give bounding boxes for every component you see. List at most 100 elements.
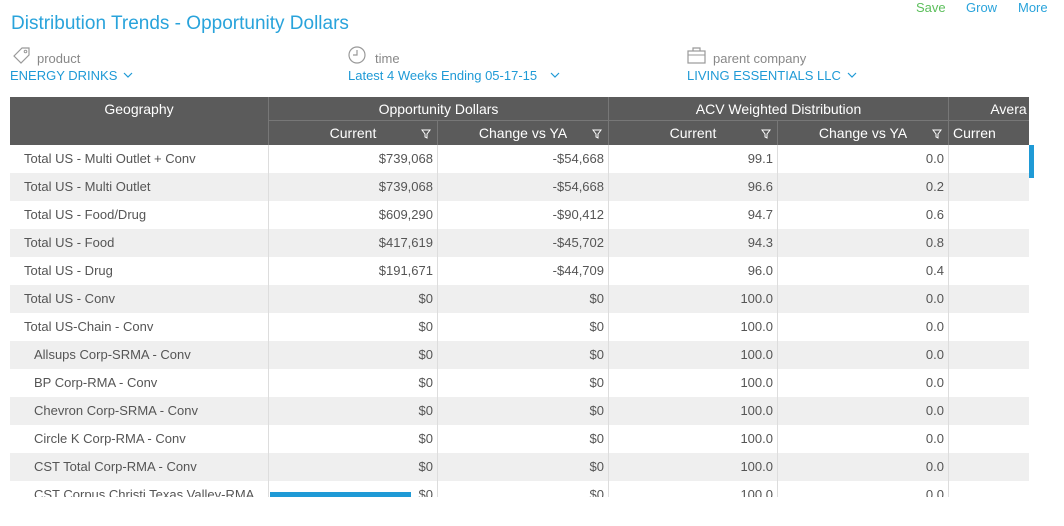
more-link[interactable]: More <box>1018 0 1048 15</box>
value-cell: $0 <box>269 369 438 397</box>
filter-value[interactable]: ENERGY DRINKS <box>10 68 118 83</box>
row-background <box>10 145 1029 173</box>
value-cell: $0 <box>438 453 609 481</box>
filter-label: time <box>375 51 400 66</box>
filter-icon[interactable] <box>592 129 602 139</box>
save-link[interactable]: Save <box>916 0 946 15</box>
value-cell: 0.0 <box>778 341 949 369</box>
value-cell: $0 <box>438 313 609 341</box>
row-background <box>10 453 1029 481</box>
subcolumn-header[interactable]: Change vs YA <box>778 121 949 145</box>
value-cell: $0 <box>269 397 438 425</box>
filter-value[interactable]: Latest 4 Weeks Ending 05-17-15 <box>348 68 538 83</box>
value-cell: 94.7 <box>609 201 778 229</box>
geography-cell: Total US - Multi Outlet + Conv <box>10 145 269 173</box>
value-cell: 100.0 <box>609 341 778 369</box>
value-cell: $0 <box>269 285 438 313</box>
group-header: ACV Weighted Distribution <box>609 97 949 121</box>
geography-cell: Total US - Food <box>10 229 269 257</box>
row-background <box>10 201 1029 229</box>
row-background <box>10 397 1029 425</box>
value-cell: 100.0 <box>609 453 778 481</box>
value-cell: 96.0 <box>609 257 778 285</box>
value-cell: 0.8 <box>778 229 949 257</box>
subcolumn-header[interactable]: Current <box>609 121 778 145</box>
value-cell: 0.0 <box>778 145 949 173</box>
geography-cell: Circle K Corp-RMA - Conv <box>10 425 269 453</box>
row-background <box>10 313 1029 341</box>
row-background <box>10 173 1029 201</box>
geography-cell: Chevron Corp-SRMA - Conv <box>10 397 269 425</box>
grow-link[interactable]: Grow <box>966 0 998 15</box>
value-cell: 0.0 <box>778 453 949 481</box>
tag-icon <box>13 47 30 64</box>
group-header: Opportunity Dollars <box>269 97 609 121</box>
value-cell: $0 <box>438 425 609 453</box>
value-cell: $191,671 <box>269 257 438 285</box>
value-cell: $739,068 <box>269 173 438 201</box>
row-background <box>10 285 1029 313</box>
row-background <box>10 229 1029 257</box>
filter-icon[interactable] <box>421 129 431 139</box>
value-cell: 99.1 <box>609 145 778 173</box>
geography-cell: Total US - Drug <box>10 257 269 285</box>
value-cell: 0.0 <box>778 397 949 425</box>
subcolumn-header[interactable]: Current <box>269 121 438 145</box>
row-background <box>10 369 1029 397</box>
value-cell: 0.4 <box>778 257 949 285</box>
filter-icon[interactable] <box>932 129 942 139</box>
value-cell: $0 <box>269 341 438 369</box>
value-cell: 100.0 <box>609 369 778 397</box>
value-cell: 0.0 <box>778 425 949 453</box>
value-cell: $609,290 <box>269 201 438 229</box>
row-background <box>10 425 1029 453</box>
clock-icon <box>348 46 366 64</box>
group-header: Avera <box>949 97 1029 121</box>
value-cell: 0.0 <box>778 369 949 397</box>
value-cell: 100.0 <box>609 481 778 497</box>
value-cell: $0 <box>269 453 438 481</box>
geography-cell: Allsups Corp-SRMA - Conv <box>10 341 269 369</box>
geography-cell: Total US - Conv <box>10 285 269 313</box>
value-cell: $0 <box>269 481 438 497</box>
row-background <box>10 481 1029 497</box>
value-cell: 0.0 <box>778 285 949 313</box>
value-cell: 0.6 <box>778 201 949 229</box>
value-cell: -$45,702 <box>438 229 609 257</box>
filter-label: parent company <box>713 51 807 66</box>
filter-value[interactable]: LIVING ESSENTIALS LLC <box>687 68 841 83</box>
geography-cell: Total US - Multi Outlet <box>10 173 269 201</box>
vertical-scrollbar[interactable] <box>1029 145 1034 178</box>
subcolumn-header[interactable]: Curren <box>949 121 1029 145</box>
horizontal-scrollbar[interactable] <box>270 492 411 497</box>
value-cell: $0 <box>438 341 609 369</box>
page-title: Distribution Trends - Opportunity Dollar… <box>11 13 349 34</box>
value-cell: $739,068 <box>269 145 438 173</box>
value-cell: $0 <box>269 313 438 341</box>
geography-cell: CST Corpus Christi Texas Valley-RMA <box>10 481 269 497</box>
chevron <box>550 72 560 78</box>
filter-icon[interactable] <box>761 129 771 139</box>
value-cell: 100.0 <box>609 425 778 453</box>
column-header: Geography <box>10 97 269 145</box>
geography-cell: BP Corp-RMA - Conv <box>10 369 269 397</box>
value-cell: 0.0 <box>778 481 949 497</box>
value-cell: $0 <box>438 285 609 313</box>
value-cell: 0.0 <box>778 313 949 341</box>
value-cell: 100.0 <box>609 285 778 313</box>
row-background <box>10 341 1029 369</box>
chevron <box>123 72 133 78</box>
data-table: Geography Opportunity Dollars ACV Weighted… <box>10 97 1029 497</box>
value-cell: $0 <box>438 369 609 397</box>
filter-label: product <box>37 51 81 66</box>
subcolumn-header[interactable]: Change vs YA <box>438 121 609 145</box>
value-cell: 94.3 <box>609 229 778 257</box>
value-cell: -$54,668 <box>438 173 609 201</box>
value-cell: 100.0 <box>609 313 778 341</box>
geography-cell: CST Total Corp-RMA - Conv <box>10 453 269 481</box>
geography-cell: Total US-Chain - Conv <box>10 313 269 341</box>
value-cell: $0 <box>438 397 609 425</box>
value-cell: 100.0 <box>609 397 778 425</box>
geography-cell: Total US - Food/Drug <box>10 201 269 229</box>
